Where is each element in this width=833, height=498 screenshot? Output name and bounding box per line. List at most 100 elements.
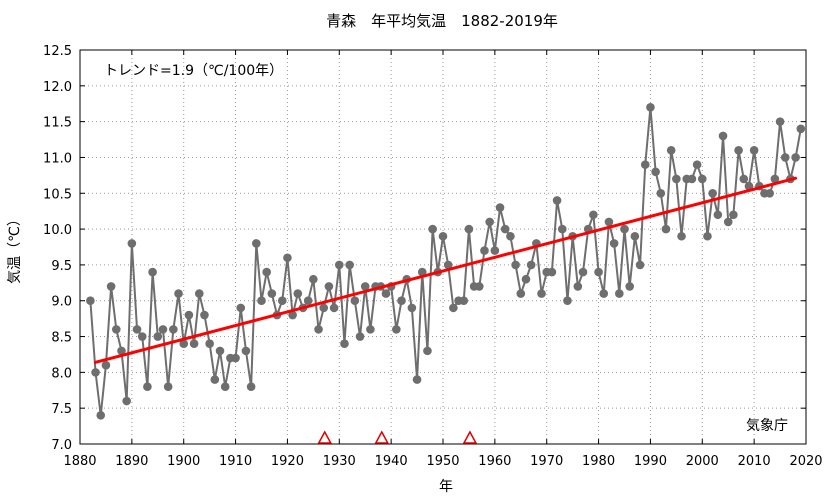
data-point xyxy=(314,325,323,334)
y-tick-label: 8.5 xyxy=(51,331,72,346)
data-point xyxy=(86,296,95,306)
data-point xyxy=(791,153,800,162)
data-point xyxy=(640,160,650,169)
data-point xyxy=(132,325,142,334)
data-point xyxy=(475,282,484,291)
x-tick-labels: 1880 1890 1900 1910 1920 1930 1940 1950 1960 1970… xyxy=(63,454,822,469)
data-point xyxy=(200,310,209,320)
station-change-markers xyxy=(317,430,478,444)
data-point xyxy=(101,360,111,370)
data-point xyxy=(672,174,681,184)
data-point xyxy=(646,103,655,112)
data-point xyxy=(656,188,666,198)
data-point xyxy=(303,296,313,306)
chart-title: 青森 年平均気温 1882-2019年 xyxy=(326,12,558,30)
station-change-marker xyxy=(317,430,332,444)
data-point xyxy=(324,282,334,291)
data-point xyxy=(625,282,634,291)
data-point xyxy=(552,196,562,205)
trend-line xyxy=(94,176,798,364)
data-point xyxy=(744,181,754,191)
data-point xyxy=(537,289,546,298)
data-point xyxy=(521,274,531,284)
data-point xyxy=(189,339,199,349)
x-tick-label: 1920 xyxy=(271,454,304,469)
data-point xyxy=(651,167,660,177)
x-tick-label: 1890 xyxy=(115,454,148,469)
data-point xyxy=(407,303,417,313)
data-point xyxy=(96,411,106,420)
data-point xyxy=(500,224,510,234)
y-tick-label: 10.0 xyxy=(43,223,72,238)
data-point xyxy=(106,282,116,291)
data-point xyxy=(557,224,567,234)
y-tick-label: 11.0 xyxy=(43,151,72,166)
data-point xyxy=(392,325,401,334)
data-point xyxy=(485,217,494,227)
data-point xyxy=(563,296,572,306)
data-point xyxy=(288,310,297,320)
data-point xyxy=(169,325,178,334)
data-point xyxy=(459,296,469,306)
y-tick-label: 11.5 xyxy=(43,116,72,131)
y-tick-label: 7.5 xyxy=(51,402,72,417)
data-point xyxy=(158,325,168,334)
data-point xyxy=(780,153,790,162)
data-point xyxy=(257,296,266,306)
data-point xyxy=(729,210,738,220)
data-point xyxy=(703,231,712,241)
data-point xyxy=(91,368,100,377)
x-tick-label: 1990 xyxy=(634,454,667,469)
trend-label: トレンド=1.9（℃/100年） xyxy=(104,63,283,79)
x-tick-label: 1940 xyxy=(375,454,408,469)
source-label: 気象庁 xyxy=(746,418,788,434)
data-point xyxy=(412,375,422,384)
data-point xyxy=(262,267,271,277)
data-point xyxy=(578,267,588,277)
data-point xyxy=(713,210,723,220)
data-point xyxy=(718,131,728,141)
axis-ticks xyxy=(79,49,807,445)
data-point xyxy=(589,210,598,220)
data-point xyxy=(179,339,189,349)
data-point xyxy=(739,174,749,184)
data-point xyxy=(620,224,629,234)
data-point xyxy=(231,353,240,363)
data-point xyxy=(340,339,349,349)
data-point xyxy=(480,246,489,255)
data-point xyxy=(205,339,214,349)
data-point xyxy=(241,346,251,356)
y-tick-label: 12.5 xyxy=(43,44,72,59)
data-point xyxy=(334,260,344,270)
y-axis-label: 気温（℃） xyxy=(7,212,23,284)
data-point xyxy=(749,145,759,155)
data-point xyxy=(397,296,406,306)
data-point xyxy=(112,325,121,334)
data-point xyxy=(723,217,733,227)
data-point xyxy=(319,303,329,313)
data-point xyxy=(360,282,370,291)
data-point xyxy=(708,188,717,198)
temperature-series xyxy=(86,103,806,420)
data-point xyxy=(309,274,318,284)
x-tick-label: 1900 xyxy=(167,454,200,469)
data-point xyxy=(495,203,505,212)
x-tick-label: 1930 xyxy=(323,454,356,469)
x-tick-label: 2000 xyxy=(686,454,719,469)
data-point xyxy=(635,260,645,270)
data-point xyxy=(464,224,474,234)
data-point xyxy=(137,332,147,341)
y-tick-labels: 7.0 7.5 8.0 8.5 9.0 9.5 10.0 10.5 11.0 11.5 12.0 12… xyxy=(43,44,72,453)
data-point xyxy=(350,296,360,306)
data-point xyxy=(428,224,437,234)
y-tick-label: 8.0 xyxy=(51,366,72,381)
station-change-marker xyxy=(374,430,390,444)
data-point xyxy=(511,260,520,270)
data-point xyxy=(609,239,619,248)
data-point xyxy=(438,231,448,241)
station-change-marker xyxy=(462,430,478,444)
data-point xyxy=(516,289,526,298)
data-point xyxy=(417,267,427,277)
x-tick-label: 1880 xyxy=(63,454,96,469)
